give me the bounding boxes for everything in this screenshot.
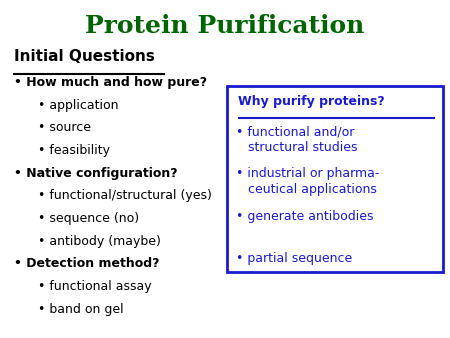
Text: • functional and/or
   structural studies: • functional and/or structural studies [236,125,358,153]
Text: • partial sequence: • partial sequence [236,252,352,265]
Text: • functional assay: • functional assay [38,280,152,293]
Text: • How much and how pure?: • How much and how pure? [14,76,207,89]
Text: Initial Questions: Initial Questions [14,49,154,64]
Text: • feasibility: • feasibility [38,144,110,157]
Text: • band on gel: • band on gel [38,303,124,315]
Text: • application: • application [38,99,119,112]
Text: • Detection method?: • Detection method? [14,257,159,270]
Text: • antibody (maybe): • antibody (maybe) [38,235,161,247]
Text: • functional/structural (yes): • functional/structural (yes) [38,189,212,202]
Text: Protein Purification: Protein Purification [86,14,365,38]
Bar [227,86,443,272]
Text: • industrial or pharma-
   ceutical applications: • industrial or pharma- ceutical applica… [236,167,380,196]
Text: • Native configuration?: • Native configuration? [14,167,177,179]
Text: • sequence (no): • sequence (no) [38,212,140,225]
Text: Why purify proteins?: Why purify proteins? [238,95,385,107]
Text: • source: • source [38,121,91,134]
Text: • generate antibodies: • generate antibodies [236,210,374,222]
